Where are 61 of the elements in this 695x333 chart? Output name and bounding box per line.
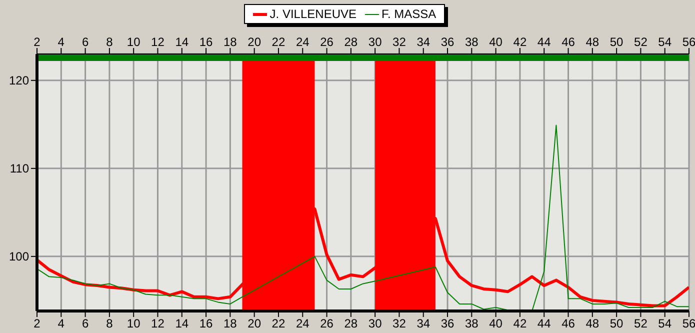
x-tick-label: 48 bbox=[586, 35, 600, 49]
x-tick-label: 16 bbox=[199, 35, 214, 49]
x2-tick-label: 44 bbox=[537, 316, 552, 331]
x2-tick-label: 28 bbox=[344, 316, 358, 331]
x-tick-label: 4 bbox=[58, 35, 65, 49]
x2-tick-label: 56 bbox=[682, 316, 695, 331]
x-tick-label: 38 bbox=[464, 35, 479, 49]
x-tick-label: 42 bbox=[513, 35, 527, 49]
x-tick-label: 30 bbox=[368, 35, 382, 49]
y-tick-label: 120 bbox=[8, 74, 30, 88]
x2-tick-label: 24 bbox=[296, 316, 310, 331]
x-tick-label: 2 bbox=[34, 35, 41, 49]
x2-tick-label: 12 bbox=[151, 316, 165, 331]
x2-tick-label: 46 bbox=[562, 316, 576, 331]
x-tick-label: 36 bbox=[440, 35, 455, 49]
x-tick-label: 6 bbox=[82, 35, 89, 49]
x-tick-label: 34 bbox=[416, 35, 430, 49]
x-tick-label: 14 bbox=[175, 35, 189, 49]
x2-tick-label: 14 bbox=[175, 316, 189, 331]
x2-tick-label: 6 bbox=[82, 316, 89, 331]
x2-tick-label: 2 bbox=[34, 316, 41, 331]
x-tick-label: 32 bbox=[392, 35, 406, 49]
x2-tick-label: 30 bbox=[368, 316, 382, 331]
x-tick-label: 10 bbox=[126, 35, 141, 49]
x-tick-label: 40 bbox=[489, 35, 503, 49]
x-tick-label: 56 bbox=[682, 35, 695, 49]
x-tick-label: 22 bbox=[272, 35, 286, 49]
x2-tick-label: 20 bbox=[248, 316, 262, 331]
x2-tick-label: 48 bbox=[586, 316, 600, 331]
x2-tick-label: 34 bbox=[416, 316, 430, 331]
x2-tick-label: 10 bbox=[126, 316, 141, 331]
x2-tick-label: 18 bbox=[224, 316, 238, 331]
y-tick-label: 100 bbox=[8, 250, 30, 264]
x2-tick-label: 50 bbox=[610, 316, 624, 331]
x-tick-label: 46 bbox=[562, 35, 576, 49]
x2-tick-label: 16 bbox=[199, 316, 214, 331]
x2-tick-label: 8 bbox=[106, 316, 114, 331]
x-tick-label: 28 bbox=[344, 35, 358, 49]
x-tick-label: 18 bbox=[224, 35, 238, 49]
x-tick-label: 20 bbox=[248, 35, 262, 49]
legend-label: J. VILLENEUVE bbox=[270, 7, 356, 21]
x2-tick-label: 36 bbox=[440, 316, 455, 331]
x-tick-label: 50 bbox=[610, 35, 624, 49]
y-tick-label: 110 bbox=[10, 162, 30, 176]
x-tick-label: 12 bbox=[151, 35, 165, 49]
x2-tick-label: 4 bbox=[58, 316, 65, 331]
x-tick-label: 44 bbox=[537, 35, 552, 49]
x2-tick-label: 52 bbox=[634, 316, 648, 331]
x-tick-label: 54 bbox=[658, 35, 672, 49]
legend-label: F. MASSA bbox=[382, 7, 436, 21]
x2-tick-label: 42 bbox=[513, 316, 527, 331]
x-tick-label: 52 bbox=[634, 35, 648, 49]
x-tick-label: 24 bbox=[296, 35, 310, 49]
x2-tick-label: 26 bbox=[320, 316, 334, 331]
x-tick-label: 26 bbox=[320, 35, 334, 49]
x2-tick-label: 54 bbox=[658, 316, 672, 331]
x2-tick-label: 22 bbox=[272, 316, 286, 331]
x2-tick-label: 40 bbox=[489, 316, 503, 331]
x-tick-label: 8 bbox=[106, 35, 114, 49]
x2-tick-label: 38 bbox=[464, 316, 479, 331]
x2-tick-label: 32 bbox=[392, 316, 406, 331]
